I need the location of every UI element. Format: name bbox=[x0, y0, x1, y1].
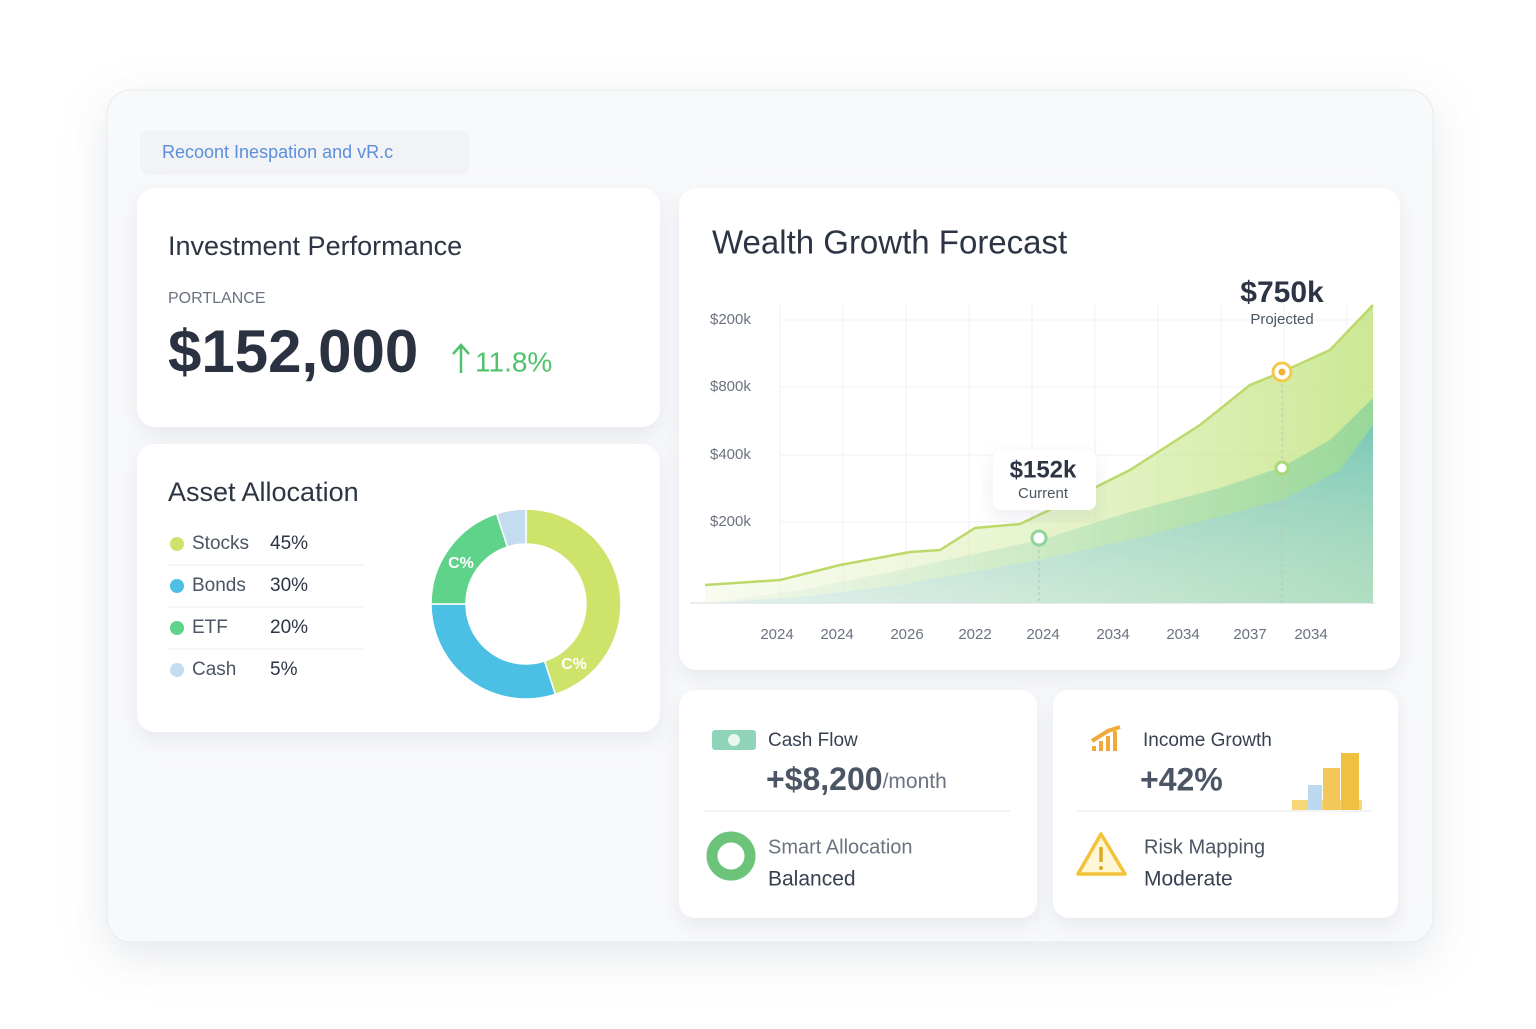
area-base bbox=[705, 425, 1373, 603]
allocation-icon bbox=[706, 831, 756, 881]
cash-icon-dot bbox=[728, 734, 740, 746]
x-label: 2037 bbox=[1233, 626, 1266, 643]
card-title: Cash Flow bbox=[768, 730, 858, 751]
donut-segment bbox=[430, 603, 557, 700]
value: $152,000 bbox=[168, 318, 418, 385]
card-title: Smart Allocation bbox=[768, 836, 913, 858]
card-title: Asset Allocation bbox=[168, 477, 359, 507]
y-label: $200k bbox=[710, 311, 751, 328]
annotation-value: $152k bbox=[1010, 456, 1077, 483]
card-value: +42% bbox=[1140, 761, 1223, 797]
x-label: 2024 bbox=[760, 626, 793, 643]
card-title: Wealth Growth Forecast bbox=[712, 224, 1067, 261]
donut bbox=[430, 508, 622, 700]
card-title: Investment Performance bbox=[168, 231, 462, 261]
x-label: 2034 bbox=[1096, 626, 1129, 643]
x-label: 2034 bbox=[1294, 626, 1327, 643]
header-label: Recoont Inespation and vR.c bbox=[162, 142, 393, 162]
legend-value: 30% bbox=[270, 575, 308, 596]
income-card bbox=[1053, 690, 1398, 918]
legend: Stocks 45% Bonds 30% ETF 20% Cash 5% bbox=[168, 533, 365, 680]
bar-icon bbox=[1323, 768, 1340, 810]
legend-name: Cash bbox=[192, 659, 236, 680]
legend-dot bbox=[170, 663, 184, 677]
tooltip bbox=[993, 450, 1096, 510]
bar-icon bbox=[1341, 753, 1359, 810]
bar-icon bbox=[1308, 785, 1322, 810]
warning-dot bbox=[1099, 866, 1103, 870]
legend-value: 20% bbox=[270, 617, 308, 638]
y-label: $800k bbox=[710, 378, 751, 395]
card-title: Risk Mapping bbox=[1144, 836, 1265, 858]
donut-label: C% bbox=[561, 656, 587, 673]
x-label: 2034 bbox=[1166, 626, 1199, 643]
performance-card bbox=[137, 188, 660, 427]
legend-dot bbox=[170, 537, 184, 551]
donut-segment bbox=[495, 508, 527, 548]
y-label: $200k bbox=[710, 513, 751, 530]
legend-value: 45% bbox=[270, 533, 308, 554]
card-status: Moderate bbox=[1144, 868, 1233, 891]
x-label: 2022 bbox=[958, 626, 991, 643]
up-arrow bbox=[452, 343, 470, 373]
x-label: 2024 bbox=[820, 626, 853, 643]
y-label: $400k bbox=[710, 446, 751, 463]
legend-dot bbox=[170, 621, 184, 635]
change: 11.8% bbox=[475, 346, 552, 377]
annotation-label: Current bbox=[1018, 485, 1069, 502]
donut-segment bbox=[525, 508, 622, 696]
header-pill bbox=[140, 130, 470, 175]
donut-label: C% bbox=[448, 555, 474, 572]
unit: /month bbox=[883, 770, 947, 793]
marker bbox=[1274, 460, 1290, 476]
annotation-label: Projected bbox=[1250, 311, 1313, 328]
legend-name: ETF bbox=[192, 617, 228, 638]
cash-card bbox=[679, 690, 1037, 918]
value: +$8,200 bbox=[766, 761, 883, 797]
card-title: Income Growth bbox=[1143, 730, 1272, 751]
x-label: 2024 bbox=[1026, 626, 1059, 643]
label: PORTLANCE bbox=[168, 290, 266, 307]
annotation-value: $750k bbox=[1240, 276, 1324, 309]
growth-icon bbox=[1090, 725, 1121, 751]
card-status: Balanced bbox=[768, 868, 856, 891]
legend-name: Bonds bbox=[192, 575, 246, 596]
legend-name: Stocks bbox=[192, 533, 249, 554]
x-label: 2026 bbox=[890, 626, 923, 643]
marker-dot bbox=[1278, 368, 1286, 376]
legend-value: 5% bbox=[270, 659, 298, 680]
card-value: +$8,200/month bbox=[766, 761, 947, 797]
legend-dot bbox=[170, 579, 184, 593]
marker bbox=[1030, 529, 1048, 547]
